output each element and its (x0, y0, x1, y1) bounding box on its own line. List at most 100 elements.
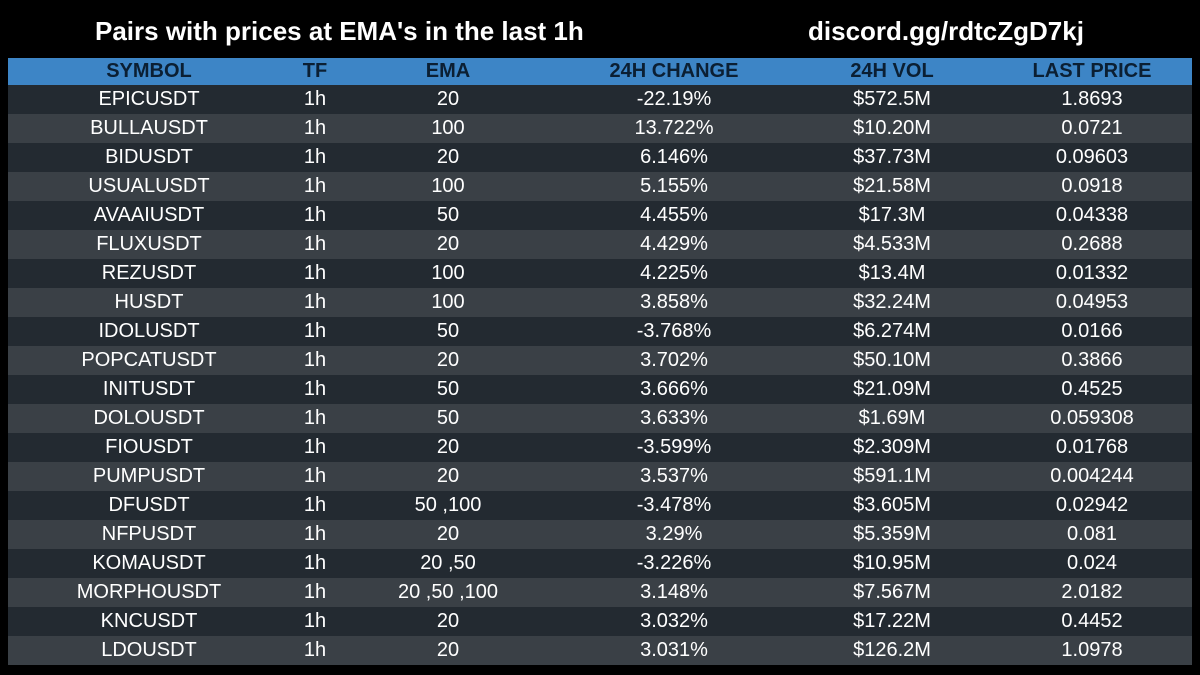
cell-symbol: REZUSDT (101, 262, 197, 284)
cell-last-price: 0.01768 (1055, 436, 1129, 458)
cell-ema: 20 (436, 465, 460, 487)
cell-ema: 20 ,50 ,100 (397, 581, 499, 603)
cell-symbol: BULLAUSDT (90, 117, 208, 139)
cell-volume: $591.1M (853, 465, 931, 487)
table-row: NFPUSDT 1h 20 3.29% $5.359M 0.081 (8, 520, 1192, 549)
cell-last-price: 0.0721 (1061, 117, 1123, 139)
cell-volume: $17.22M (853, 610, 931, 632)
column-header-volume[interactable]: 24H VOL (850, 60, 934, 82)
table-row: USUALUSDT 1h 100 5.155% $21.58M 0.0918 (8, 172, 1192, 201)
table-row: DOLOUSDT 1h 50 3.633% $1.69M 0.059308 (8, 404, 1192, 433)
cell-tf: 1h (303, 88, 327, 110)
cell-volume: $572.5M (853, 88, 931, 110)
cell-change: 4.455% (640, 204, 708, 226)
cell-volume: $21.09M (853, 378, 931, 400)
column-header-tf[interactable]: TF (302, 60, 328, 82)
cell-volume: $4.533M (853, 233, 931, 255)
table-row: FLUXUSDT 1h 20 4.429% $4.533M 0.2688 (8, 230, 1192, 259)
cell-ema: 20 (436, 349, 460, 371)
cell-volume: $6.274M (853, 320, 931, 342)
cell-last-price: 1.8693 (1061, 88, 1123, 110)
table-row: HUSDT 1h 100 3.858% $32.24M 0.04953 (8, 288, 1192, 317)
column-header-ema[interactable]: EMA (425, 60, 471, 82)
table-row: DFUSDT 1h 50 ,100 -3.478% $3.605M 0.02942 (8, 491, 1192, 520)
cell-tf: 1h (303, 204, 327, 226)
cell-ema: 20 (436, 610, 460, 632)
column-header-change[interactable]: 24H CHANGE (609, 60, 739, 82)
table-row: EPICUSDT 1h 20 -22.19% $572.5M 1.8693 (8, 85, 1192, 114)
cell-symbol: LDOUSDT (101, 639, 197, 661)
table-row: IDOLUSDT 1h 50 -3.768% $6.274M 0.0166 (8, 317, 1192, 346)
cell-change: 3.858% (640, 291, 708, 313)
cell-tf: 1h (303, 610, 327, 632)
cell-last-price: 0.01332 (1055, 262, 1129, 284)
cell-last-price: 0.0166 (1061, 320, 1123, 342)
cell-volume: $5.359M (853, 523, 931, 545)
cell-last-price: 0.4525 (1061, 378, 1123, 400)
table-row: FIOUSDT 1h 20 -3.599% $2.309M 0.01768 (8, 433, 1192, 462)
cell-volume: $32.24M (853, 291, 931, 313)
cell-symbol: POPCATUSDT (81, 349, 217, 371)
cell-ema: 50 (436, 407, 460, 429)
cell-volume: $10.20M (853, 117, 931, 139)
cell-ema: 50 (436, 320, 460, 342)
pairs-table: SYMBOL TF EMA 24H CHANGE 24H VOL LAST PRICE E… (8, 58, 1192, 665)
column-header-symbol[interactable]: SYMBOL (106, 60, 192, 82)
cell-tf: 1h (303, 523, 327, 545)
cell-ema: 20 (436, 233, 460, 255)
cell-volume: $1.69M (858, 407, 926, 429)
cell-tf: 1h (303, 262, 327, 284)
cell-symbol: AVAAIUSDT (93, 204, 205, 226)
table-row: REZUSDT 1h 100 4.225% $13.4M 0.01332 (8, 259, 1192, 288)
cell-change: 13.722% (634, 117, 714, 139)
table-row: KNCUSDT 1h 20 3.032% $17.22M 0.4452 (8, 607, 1192, 636)
table-row: AVAAIUSDT 1h 50 4.455% $17.3M 0.04338 (8, 201, 1192, 230)
cell-change: 4.225% (640, 262, 708, 284)
cell-tf: 1h (303, 552, 327, 574)
table-row: INITUSDT 1h 50 3.666% $21.09M 0.4525 (8, 375, 1192, 404)
cell-volume: $2.309M (853, 436, 931, 458)
cell-last-price: 0.04953 (1055, 291, 1129, 313)
cell-change: 3.537% (640, 465, 708, 487)
cell-ema: 20 (436, 146, 460, 168)
cell-ema: 50 (436, 204, 460, 226)
cell-last-price: 0.024 (1066, 552, 1118, 574)
cell-tf: 1h (303, 639, 327, 661)
table-row: LDOUSDT 1h 20 3.031% $126.2M 1.0978 (8, 636, 1192, 665)
cell-change: 6.146% (640, 146, 708, 168)
table-row: POPCATUSDT 1h 20 3.702% $50.10M 0.3866 (8, 346, 1192, 375)
column-header-last-price[interactable]: LAST PRICE (1032, 60, 1152, 82)
cell-change: -3.478% (636, 494, 712, 516)
cell-change: 3.633% (640, 407, 708, 429)
cell-last-price: 0.059308 (1050, 407, 1134, 429)
cell-change: -22.19% (636, 88, 712, 110)
cell-tf: 1h (303, 320, 327, 342)
cell-ema: 20 (436, 523, 460, 545)
cell-change: 3.032% (640, 610, 708, 632)
cell-symbol: HUSDT (114, 291, 184, 313)
cell-volume: $10.95M (853, 552, 931, 574)
table-row: PUMPUSDT 1h 20 3.537% $591.1M 0.004244 (8, 462, 1192, 491)
header-bar: Pairs with prices at EMA's in the last 1… (0, 0, 1200, 58)
cell-symbol: DOLOUSDT (93, 407, 205, 429)
cell-volume: $13.4M (858, 262, 926, 284)
table-row: MORPHOUSDT 1h 20 ,50 ,100 3.148% $7.567M 2.01… (8, 578, 1192, 607)
cell-volume: $50.10M (853, 349, 931, 371)
cell-ema: 50 ,100 (414, 494, 482, 516)
cell-ema: 20 (436, 639, 460, 661)
cell-symbol: NFPUSDT (101, 523, 197, 545)
cell-change: -3.599% (636, 436, 712, 458)
cell-ema: 100 (431, 262, 465, 284)
cell-change: 4.429% (640, 233, 708, 255)
cell-symbol: BIDUSDT (105, 146, 193, 168)
cell-ema: 50 (436, 378, 460, 400)
cell-symbol: DFUSDT (108, 494, 190, 516)
cell-symbol: PUMPUSDT (92, 465, 206, 487)
cell-symbol: KOMAUSDT (92, 552, 206, 574)
cell-volume: $126.2M (853, 639, 931, 661)
page-title: Pairs with prices at EMA's in the last 1… (95, 16, 584, 46)
cell-last-price: 0.09603 (1055, 146, 1129, 168)
cell-ema: 20 ,50 (420, 552, 476, 574)
discord-invite-link[interactable]: discord.gg/rdtcZgD7kj (808, 16, 1084, 46)
cell-change: 3.031% (640, 639, 708, 661)
